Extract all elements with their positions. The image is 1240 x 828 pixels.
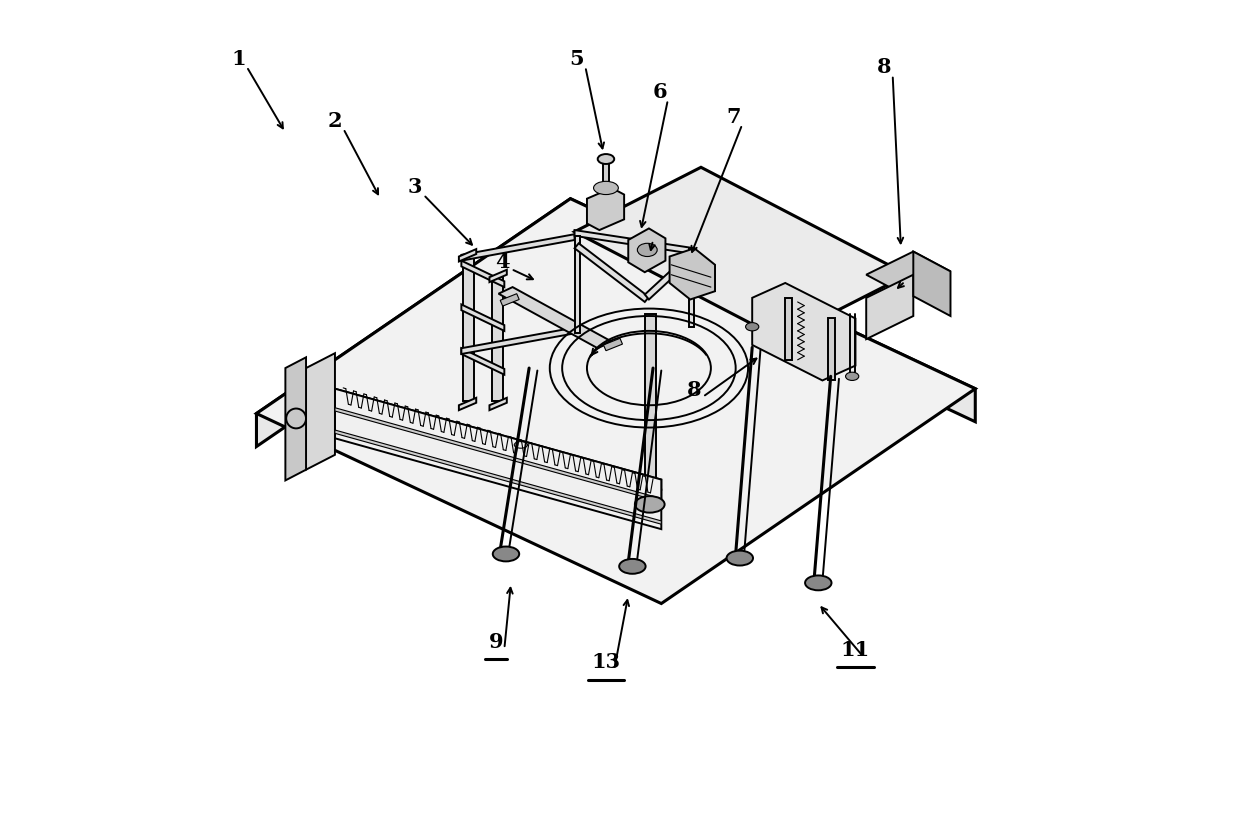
Polygon shape <box>459 398 476 411</box>
Polygon shape <box>459 250 476 262</box>
Text: 4: 4 <box>495 252 510 272</box>
Polygon shape <box>257 200 976 447</box>
Ellipse shape <box>727 551 753 566</box>
Polygon shape <box>645 315 656 505</box>
Ellipse shape <box>492 546 520 561</box>
Polygon shape <box>463 258 474 402</box>
Polygon shape <box>867 253 951 295</box>
Polygon shape <box>461 349 505 375</box>
Polygon shape <box>867 276 914 339</box>
Text: 8: 8 <box>687 379 702 399</box>
Text: 5: 5 <box>569 49 584 70</box>
Polygon shape <box>285 358 306 481</box>
Ellipse shape <box>745 323 759 331</box>
Polygon shape <box>670 249 715 300</box>
Polygon shape <box>461 262 505 288</box>
Polygon shape <box>335 389 661 530</box>
Polygon shape <box>828 319 835 381</box>
Polygon shape <box>688 249 694 327</box>
Polygon shape <box>500 294 520 306</box>
Polygon shape <box>492 278 502 402</box>
Polygon shape <box>257 200 976 604</box>
Ellipse shape <box>846 373 859 381</box>
Text: 11: 11 <box>841 639 870 659</box>
Polygon shape <box>574 237 580 334</box>
Polygon shape <box>490 271 507 283</box>
Text: 8: 8 <box>877 57 892 77</box>
Polygon shape <box>335 408 661 503</box>
Text: 9: 9 <box>489 631 503 651</box>
Ellipse shape <box>598 155 614 165</box>
Polygon shape <box>461 328 574 354</box>
Polygon shape <box>461 235 574 262</box>
Text: 6: 6 <box>652 82 667 102</box>
Text: 1: 1 <box>231 49 246 70</box>
Polygon shape <box>785 298 792 360</box>
Polygon shape <box>574 244 649 302</box>
Polygon shape <box>490 398 507 411</box>
Text: 2: 2 <box>327 111 342 131</box>
Polygon shape <box>604 339 622 351</box>
Ellipse shape <box>594 182 619 195</box>
Ellipse shape <box>805 575 832 590</box>
Polygon shape <box>461 305 505 331</box>
Polygon shape <box>753 284 856 381</box>
Ellipse shape <box>619 559 646 574</box>
Polygon shape <box>335 431 661 525</box>
Polygon shape <box>306 354 335 470</box>
Polygon shape <box>603 162 609 189</box>
Polygon shape <box>587 189 624 231</box>
Polygon shape <box>914 253 951 316</box>
Text: 7: 7 <box>727 107 742 127</box>
Polygon shape <box>645 256 692 300</box>
Ellipse shape <box>637 244 657 258</box>
Polygon shape <box>498 288 611 349</box>
Polygon shape <box>574 231 694 255</box>
Polygon shape <box>574 168 908 339</box>
Text: 3: 3 <box>408 177 423 197</box>
Polygon shape <box>335 389 661 490</box>
Polygon shape <box>629 229 666 273</box>
Polygon shape <box>335 399 661 501</box>
Ellipse shape <box>635 497 665 513</box>
Text: 13: 13 <box>591 652 620 672</box>
